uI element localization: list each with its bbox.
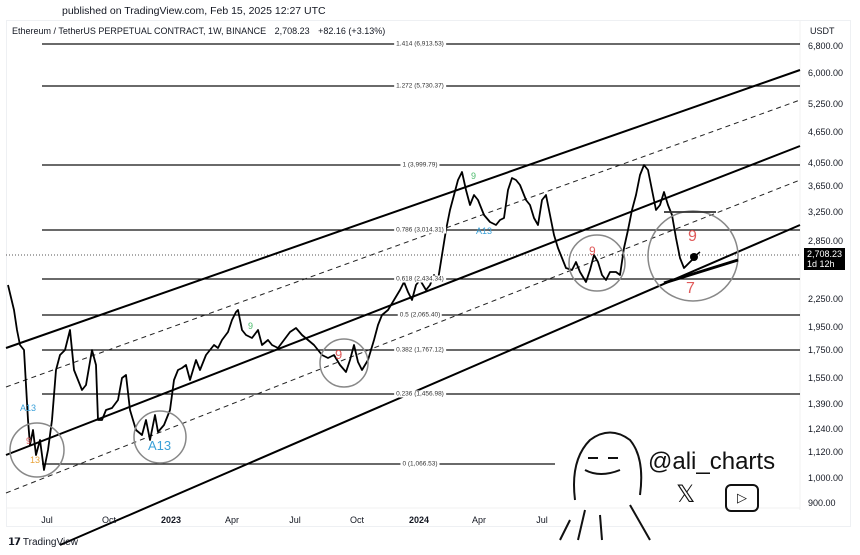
y-tick: 1,120.00	[808, 447, 844, 457]
channel-midlines	[5, 99, 801, 494]
y-tick: 1,390.00	[808, 399, 844, 409]
fib-label-1: 1 (3,999.79)	[400, 161, 440, 169]
marker-a13: A13	[476, 226, 493, 236]
y-tick: 1,000.00	[808, 473, 844, 483]
y-tick: 4,050.00	[808, 158, 844, 168]
marker-seven: 7	[686, 280, 695, 297]
published-info: published on TradingView.com, Feb 15, 20…	[62, 5, 326, 17]
fib-label-05: 0.5 (2,065.40)	[397, 311, 443, 319]
y-tick: 6,000.00	[808, 68, 844, 78]
x-tick: 2023	[160, 515, 182, 525]
x-tick: Jul	[41, 515, 53, 525]
author-handle: @ali_charts	[648, 448, 776, 475]
x-tick: Apr	[471, 515, 487, 525]
fib-label-0382: 0.382 (1,767.12)	[394, 346, 446, 354]
youtube-icon: ▷	[725, 484, 759, 512]
fib-label-1272: 1.272 (5,730.37)	[394, 82, 446, 90]
marker-nine: 9	[248, 321, 254, 331]
y-tick: 2,850.00	[808, 236, 844, 246]
x-tick: Jul	[289, 515, 301, 525]
last-price: 2,708.23	[274, 26, 310, 36]
tv-brand: TradingView	[22, 537, 78, 548]
fib-label-0786: 0.786 (3,014.31)	[394, 226, 446, 234]
marker-s13: 13	[30, 455, 41, 465]
marker-nine: 9	[471, 171, 477, 181]
price-tag-value: 2,708.23	[807, 249, 843, 259]
price-change: +82.16 (+3.13%)	[318, 26, 386, 36]
fib-label-1414: 1.414 (6,913.53)	[394, 40, 446, 48]
x-tick: Oct	[349, 515, 365, 525]
fib-label-0618: 0.618 (2,434.34)	[394, 275, 446, 283]
fib-label-0: 0 (1,066.53)	[400, 460, 440, 468]
fib-levels	[42, 43, 800, 465]
price-tag-countdown: 1d 12h	[807, 259, 835, 269]
marker-a13: A13	[148, 438, 172, 453]
chart-frame	[6, 20, 851, 527]
tv-logo-mark: 𝟭𝟳	[8, 537, 21, 548]
marker-nine: 9	[589, 244, 596, 258]
price-line	[7, 164, 695, 471]
currency-label: USDT	[810, 26, 835, 36]
y-tick: 4,650.00	[808, 127, 844, 137]
highlight-circles	[9, 210, 739, 478]
x-tick: Oct	[101, 515, 117, 525]
x-tick: Apr	[224, 515, 240, 525]
marker-nine: 9	[26, 436, 32, 446]
y-tick: 6,800.00	[808, 41, 844, 51]
marker-a13: A13	[20, 403, 37, 413]
x-social-icon: 𝕏	[676, 481, 696, 508]
y-tick: 1,750.00	[808, 345, 844, 355]
play-glyph: ▷	[737, 490, 747, 505]
y-tick: 1,240.00	[808, 424, 844, 434]
avatar-drawing	[559, 431, 651, 541]
fib-label-0236: 0.236 (1,456.98)	[394, 390, 446, 398]
y-tick: 2,250.00	[808, 294, 844, 304]
y-tick: 3,250.00	[808, 207, 844, 217]
y-tick: 1,550.00	[808, 373, 844, 383]
y-tick: 1,950.00	[808, 322, 844, 332]
tradingview-logo: 𝟭𝟳 TradingView	[8, 537, 78, 548]
x-tick: Jul	[536, 515, 548, 525]
current-price-tag: 2,708.23 1d 12h	[804, 248, 846, 270]
y-tick: 5,250.00	[808, 99, 844, 109]
y-tick: 3,650.00	[808, 181, 844, 191]
y-tick: 900.00	[808, 498, 836, 508]
marker-nine: 9	[335, 347, 343, 362]
symbol-header: Ethereum / TetherUS PERPETUAL CONTRACT, …	[12, 26, 391, 36]
symbol-title: Ethereum / TetherUS PERPETUAL CONTRACT, …	[12, 26, 267, 36]
marker-nine-current: 9	[688, 228, 697, 245]
x-tick: 2024	[408, 515, 430, 525]
